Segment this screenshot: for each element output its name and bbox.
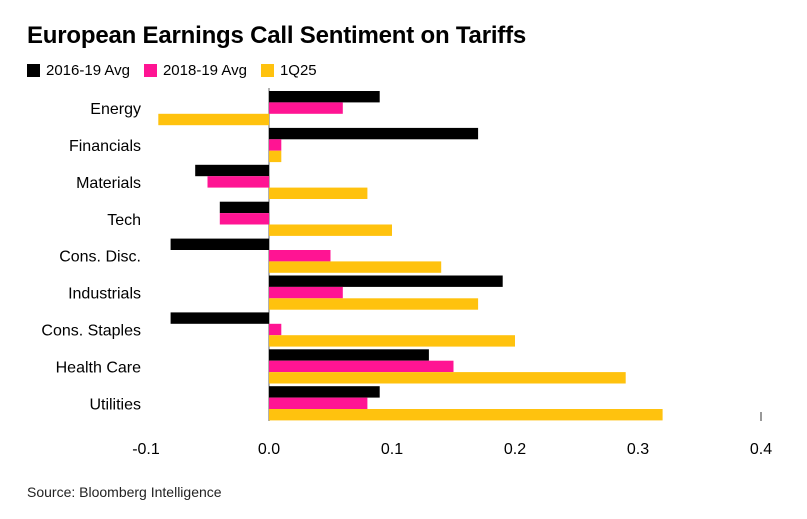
bar-health-care-series-2 bbox=[269, 360, 454, 373]
category-label-tech: Tech bbox=[107, 212, 141, 229]
bar-industrials-series-2 bbox=[269, 286, 343, 299]
legend-label-2016-19: 2016-19 Avg bbox=[46, 62, 130, 79]
bar-tech-series-1 bbox=[219, 201, 269, 214]
legend-swatch-1q25 bbox=[260, 64, 274, 77]
legend-item-1q25: 1Q25 bbox=[260, 62, 317, 79]
bar-energy-series-3 bbox=[158, 113, 269, 126]
category-label-cons-staples: Cons. Staples bbox=[41, 323, 141, 340]
category-label-energy: Energy bbox=[90, 101, 141, 118]
bar-cons-staples-series-2 bbox=[269, 323, 282, 336]
source-note: Source: Bloomberg Intelligence bbox=[27, 484, 222, 500]
x-tick-label: 0.0 bbox=[258, 441, 280, 458]
bar-materials-series-1 bbox=[195, 164, 269, 177]
category-label-cons-disc-: Cons. Disc. bbox=[59, 249, 141, 266]
bar-materials-series-3 bbox=[269, 187, 368, 199]
legend: 2016-19 Avg 2018-19 Avg 1Q25 bbox=[27, 62, 317, 79]
bar-industrials-series-1 bbox=[269, 275, 503, 287]
bar-cons-disc--series-2 bbox=[269, 250, 331, 262]
x-tick-label: 0.1 bbox=[381, 441, 403, 458]
category-label-health-care: Health Care bbox=[56, 359, 141, 376]
bar-financials-series-2 bbox=[269, 139, 282, 151]
bar-energy-series-2 bbox=[269, 102, 343, 114]
bar-utilities-series-3 bbox=[269, 409, 663, 421]
chart-title: European Earnings Call Sentiment on Tari… bbox=[27, 22, 527, 49]
legend-item-2016-19: 2016-19 Avg bbox=[27, 62, 130, 79]
category-label-utilities: Utilities bbox=[89, 396, 141, 413]
bar-cons-disc--series-3 bbox=[269, 261, 442, 273]
bar-cons-staples-series-3 bbox=[269, 335, 515, 347]
bar-cons-staples-series-1 bbox=[170, 312, 269, 324]
bar-utilities-series-2 bbox=[269, 397, 368, 409]
legend-item-2018-19: 2018-19 Avg bbox=[143, 62, 247, 79]
bar-financials-series-1 bbox=[269, 127, 479, 140]
category-label-materials: Materials bbox=[76, 175, 141, 192]
bar-tech-series-2 bbox=[219, 213, 269, 225]
legend-swatch-2016-19 bbox=[27, 64, 40, 77]
bar-energy-series-1 bbox=[269, 91, 380, 103]
legend-swatch-2018-19 bbox=[143, 64, 157, 77]
bar-materials-series-2 bbox=[207, 176, 269, 188]
x-tick-label: 0.4 bbox=[750, 441, 772, 458]
legend-label-2018-19: 2018-19 Avg bbox=[162, 62, 247, 79]
x-tick-label: 0.2 bbox=[504, 441, 526, 458]
category-label-financials: Financials bbox=[69, 138, 141, 155]
bar-financials-series-3 bbox=[269, 150, 282, 163]
x-tick-label: -0.1 bbox=[132, 441, 160, 458]
bar-cons-disc--series-1 bbox=[170, 238, 269, 250]
bar-tech-series-3 bbox=[269, 224, 392, 236]
legend-label-1q25: 1Q25 bbox=[279, 62, 317, 79]
category-label-industrials: Industrials bbox=[68, 286, 141, 303]
x-tick-label: 0.3 bbox=[627, 441, 649, 458]
bar-health-care-series-3 bbox=[269, 372, 626, 384]
bar-health-care-series-1 bbox=[269, 349, 429, 361]
bar-utilities-series-1 bbox=[269, 386, 380, 398]
bar-industrials-series-3 bbox=[269, 298, 479, 310]
